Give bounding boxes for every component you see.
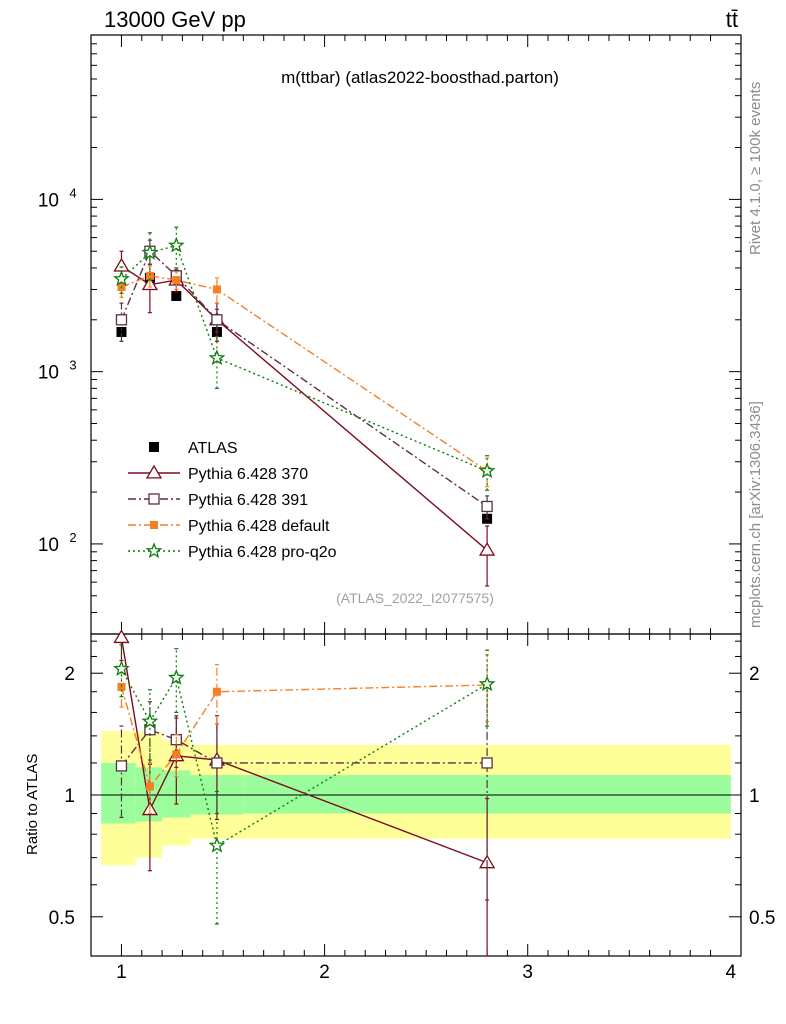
data-point-pythia-6-428-370 <box>113 629 130 644</box>
process-label: tt̄ <box>726 7 738 32</box>
data-point-pythia-6-428-pro-q2o <box>208 836 226 853</box>
data-point-pythia-6-428-pro-q2o <box>113 270 130 287</box>
legend-marker-pythia-6-428-391 <box>148 493 160 505</box>
data-point-pythia-6-428-391 <box>211 314 223 326</box>
data-point-pythia-6-428-391 <box>481 500 493 513</box>
legend-label-pythia-6-428-pro-q2o: Pythia 6.428 pro-q2o <box>188 544 337 561</box>
data-point-pythia-6-428-default <box>212 687 221 696</box>
series-line-pythia-6-428-default <box>121 275 488 472</box>
data-point-pythia-6-428-default <box>172 276 181 285</box>
data-point-pythia-6-428-default <box>212 285 221 294</box>
series-line-pythia-6-428-391 <box>120 728 488 767</box>
y-tick-label: 10 <box>38 363 59 384</box>
data-point-pythia-6-428-default <box>172 750 181 759</box>
main-panel-axes: 10 2 10 3 10 4 <box>38 34 742 635</box>
data-point-atlas <box>116 326 127 337</box>
ratio-y-tick-label-right: 0.5 <box>749 908 775 929</box>
data-point-pythia-6-428-default <box>145 782 154 791</box>
data-point-pythia-6-428-370 <box>113 257 130 272</box>
data-point-pythia-6-428-pro-q2o <box>208 349 226 366</box>
data-point-pythia-6-428-370 <box>478 541 496 556</box>
x-tick-label: 3 <box>522 962 533 983</box>
main-panel-marks <box>113 226 496 587</box>
legend-marker-pythia-6-428-370 <box>145 464 163 479</box>
legend-label-pythia-6-428-default: Pythia 6.428 default <box>188 518 330 535</box>
ratio-panel-axes: 0.5 0.5 1 1 2 2 1 2 3 4 <box>49 633 775 983</box>
data-point-pythia-6-428-pro-q2o <box>141 712 159 729</box>
ratio-y-tick-label: 0.5 <box>49 908 75 929</box>
data-point-atlas <box>171 290 182 301</box>
y-tick-label-exponent: 2 <box>69 530 76 545</box>
y-tick-label: 10 <box>38 535 59 556</box>
ratio-y-axis-label: Ratio to ATLAS <box>24 754 41 855</box>
ratio-y-tick-label: 2 <box>64 664 75 685</box>
data-point-pythia-6-428-pro-q2o <box>478 462 496 479</box>
data-point-pythia-6-428-default <box>117 682 126 691</box>
legend-marker-pythia-6-428-default <box>150 521 158 529</box>
data-point-pythia-6-428-pro-q2o <box>113 660 130 676</box>
ratio-y-tick-label: 1 <box>64 786 75 807</box>
ratio-y-tick-label-right: 1 <box>749 786 760 807</box>
mcplots-label: mcplots.cern.ch [arXiv:1306.3436] <box>747 401 764 628</box>
data-point-pythia-6-428-pro-q2o <box>167 236 185 253</box>
data-point-pythia-6-428-pro-q2o <box>168 668 185 685</box>
y-tick-label: 10 <box>38 190 59 211</box>
energy-label: 13000 GeV pp <box>104 7 246 32</box>
legend-label-pythia-6-428-370: Pythia 6.428 370 <box>188 466 308 483</box>
ratio-y-tick-label-right: 2 <box>749 664 760 685</box>
legend-marker-pythia-6-428-pro-q2o <box>145 542 163 559</box>
legend-label-pythia-6-428-391: Pythia 6.428 391 <box>188 492 308 509</box>
band-inner <box>101 762 136 824</box>
legend: ATLAS Pythia 6.428 370 Pythia 6.428 391 Pyt… <box>128 440 337 561</box>
data-point-pythia-6-428-pro-q2o <box>141 244 159 260</box>
ratio-uncertainty-bands <box>91 730 741 866</box>
x-tick-label: 4 <box>726 962 737 983</box>
data-point-pythia-6-428-default <box>145 271 154 280</box>
rivet-version-label: Rivet 4.1.0, ≥ 100k events <box>747 82 764 255</box>
x-tick-label: 1 <box>116 962 127 983</box>
y-tick-label-exponent: 4 <box>69 185 76 200</box>
ratio-panel-marks <box>113 629 496 957</box>
x-tick-label: 2 <box>319 962 330 983</box>
legend-label-atlas: ATLAS <box>188 440 238 457</box>
data-point-pythia-6-428-391 <box>211 757 223 769</box>
data-point-pythia-6-428-391 <box>115 314 128 326</box>
legend-marker-atlas <box>149 442 159 452</box>
plot-title: m(ttbar) (atlas2022-boosthad.parton) <box>281 68 559 87</box>
analysis-id-label: (ATLAS_2022_I2077575) <box>336 590 494 606</box>
data-point-pythia-6-428-391 <box>481 757 493 769</box>
data-point-pythia-6-428-pro-q2o <box>478 675 496 692</box>
y-tick-label-exponent: 3 <box>69 358 76 373</box>
data-point-pythia-6-428-391 <box>115 760 128 772</box>
series-line-pythia-6-428-391 <box>120 250 488 508</box>
